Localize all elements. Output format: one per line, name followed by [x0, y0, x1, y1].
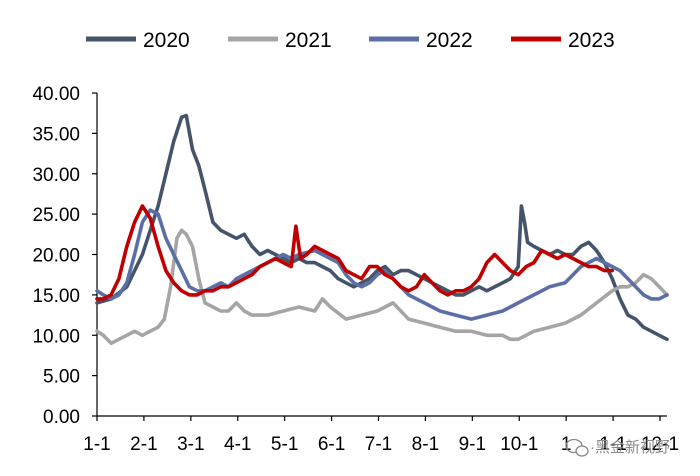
x-tick-label: 5-1: [271, 434, 298, 455]
legend: 2020 2021 2022 2023: [86, 29, 615, 52]
x-tick-label: 3-1: [177, 434, 204, 455]
y-tick-label: 35.00: [32, 124, 80, 145]
y-tick-label: 0.00: [43, 407, 80, 428]
x-tick-label: 1-1: [599, 434, 626, 455]
legend-label: 2022: [426, 29, 473, 52]
watermark: ·黑金新视野: [565, 438, 670, 457]
y-tick-label: 15.00: [32, 286, 80, 307]
y-tick-label: 25.00: [32, 205, 80, 226]
series-lines: [95, 113, 669, 346]
y-tick-label: 40.00: [32, 84, 80, 105]
wechat-icon: [565, 438, 589, 457]
y-tick-label: 30.00: [32, 165, 80, 186]
x-tick-label: 8-1: [412, 434, 439, 455]
legend-label: 2020: [143, 29, 190, 52]
series-line-2020: [95, 113, 669, 342]
x-tick-label: 12-1: [641, 434, 679, 455]
x-tick-label: 1-1: [83, 434, 110, 455]
legend-item-2022: 2022: [369, 29, 473, 52]
series-line-2021: [95, 228, 669, 346]
y-tick-label: 5.00: [43, 367, 80, 388]
y-tick-label: 10.00: [32, 326, 80, 347]
x-tick-label: 2-1: [130, 434, 157, 455]
x-tick-label: 6-1: [318, 434, 345, 455]
legend-item-2020: 2020: [86, 29, 190, 52]
watermark-text: ·黑金新视野: [590, 439, 670, 456]
legend-label: 2023: [568, 29, 615, 52]
series-line-2023: [95, 204, 615, 301]
x-tick-label: 9-1: [459, 434, 486, 455]
x-tick-label: 10-1: [500, 434, 538, 455]
x-axis-ticks: 1-1 2-1 3-1 4-1 5-1 6-1 7-1 8-1 9-1 10-1 1 1-1 12-1: [83, 416, 679, 455]
y-axis-ticks: 0.00 5.00 10.00 15.00 20.00 25.00 30.00 35.00 40…: [32, 84, 97, 428]
y-tick-label: 20.00: [32, 246, 80, 267]
x-tick-label: 4-1: [224, 434, 251, 455]
x-tick-label: 7-1: [365, 434, 392, 455]
legend-item-2021: 2021: [228, 29, 332, 52]
legend-item-2023: 2023: [511, 29, 615, 52]
series-line-2022: [95, 208, 669, 321]
legend-label: 2021: [285, 29, 332, 52]
